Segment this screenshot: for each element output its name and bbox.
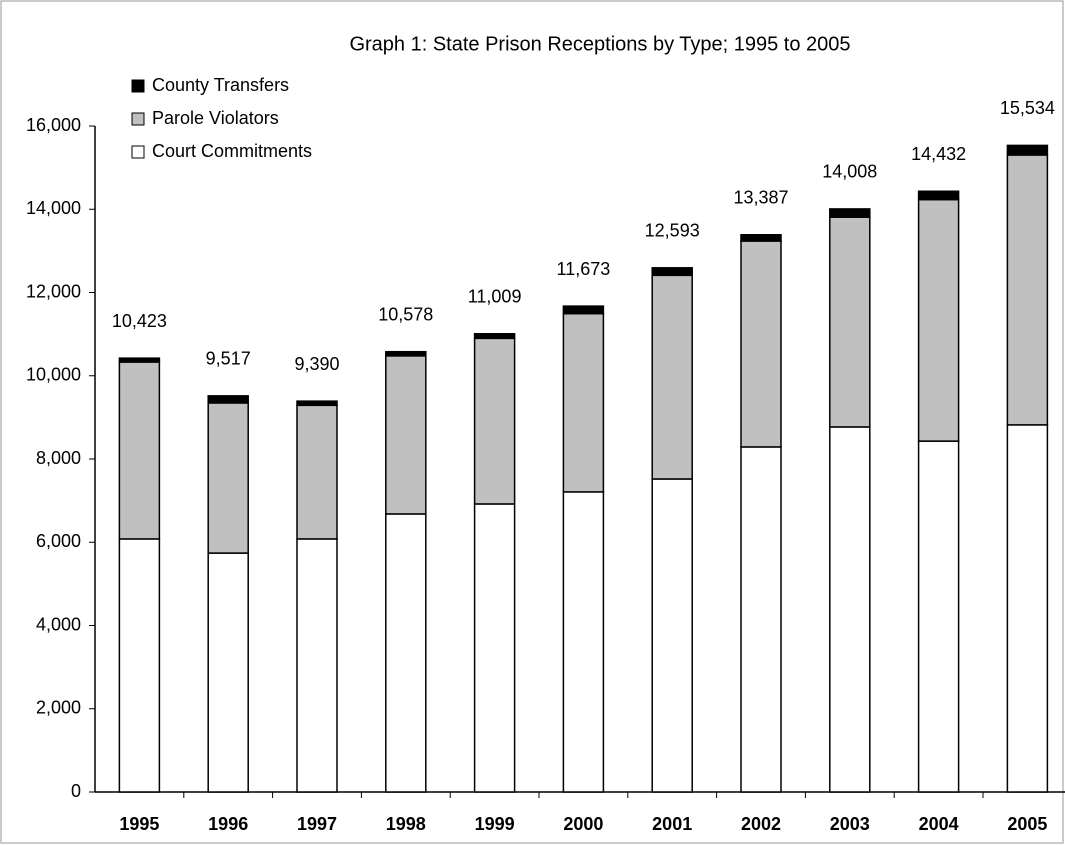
y-tick-label: 4,000	[36, 614, 81, 634]
bar-segment	[740, 446, 782, 793]
bar-segment	[651, 267, 693, 277]
x-tick-label: 1997	[297, 814, 337, 834]
total-label: 14,432	[911, 144, 966, 164]
bar-segment	[118, 538, 161, 793]
bar-segment	[651, 274, 693, 480]
bar-segment	[917, 440, 960, 793]
legend-label: County Transfers	[152, 75, 289, 95]
y-tick-label: 6,000	[36, 531, 81, 551]
total-label: 11,009	[468, 287, 522, 307]
y-tick-label: 2,000	[36, 698, 81, 718]
total-label: 11,673	[557, 259, 611, 279]
total-label: 10,578	[378, 304, 433, 324]
y-tick-label: 12,000	[26, 281, 81, 301]
bar-segment	[207, 552, 249, 793]
total-label: 14,008	[822, 162, 877, 182]
bar-segment	[917, 190, 960, 201]
total-label: 13,387	[733, 188, 788, 208]
bar-segment	[651, 478, 693, 793]
bar-segment	[207, 402, 249, 554]
bar-segment	[562, 491, 605, 793]
total-label: 9,390	[294, 354, 339, 374]
bar-segment	[296, 400, 338, 407]
x-tick-label: 1998	[386, 814, 426, 834]
legend-swatch	[131, 112, 145, 126]
bar-segment	[740, 240, 782, 448]
bar-segment	[296, 404, 338, 540]
bar-segment	[1006, 424, 1049, 793]
bar-segment	[473, 333, 516, 340]
y-tick-label: 0	[71, 781, 81, 801]
bar-segment	[473, 503, 516, 793]
x-tick-label: 1995	[119, 814, 159, 834]
legend-swatch	[131, 79, 145, 93]
legend-label: Court Commitments	[152, 141, 312, 161]
bar-segment	[829, 208, 871, 218]
x-tick-label: 1999	[475, 814, 515, 834]
bar-segment	[1006, 154, 1049, 426]
bar-segment	[385, 355, 427, 515]
x-tick-label: 2002	[741, 814, 781, 834]
bar-segment	[829, 426, 871, 793]
y-tick-label: 14,000	[26, 198, 81, 218]
y-tick-label: 10,000	[26, 365, 81, 385]
total-label: 9,517	[206, 349, 251, 369]
total-label: 10,423	[112, 311, 167, 331]
x-tick-label: 1996	[208, 814, 248, 834]
bar-segment	[385, 513, 427, 793]
bar-segment	[207, 395, 249, 404]
x-tick-label: 2005	[1007, 814, 1047, 834]
bar-segment	[1006, 144, 1049, 156]
legend-swatch	[131, 145, 145, 159]
y-tick-label: 8,000	[36, 448, 81, 468]
chart-title: Graph 1: State Prison Receptions by Type…	[349, 33, 850, 55]
x-tick-label: 2001	[652, 814, 692, 834]
bar-segment	[385, 350, 427, 357]
bar-segment	[829, 216, 871, 428]
bar-segment	[118, 357, 161, 363]
bar-segment	[296, 538, 338, 793]
bar-segment	[118, 361, 161, 540]
bar-segment	[917, 198, 960, 442]
bar-segment	[473, 337, 516, 505]
bar-segment	[562, 305, 605, 315]
y-tick-label: 16,000	[26, 115, 81, 135]
bar-segment	[562, 312, 605, 493]
total-label: 12,593	[645, 221, 700, 241]
x-tick-label: 2000	[563, 814, 603, 834]
x-tick-label: 2003	[830, 814, 870, 834]
total-label: 15,534	[1000, 98, 1055, 118]
bar-segment	[740, 234, 782, 242]
x-tick-label: 2004	[919, 814, 959, 834]
legend-label: Parole Violators	[152, 108, 279, 128]
